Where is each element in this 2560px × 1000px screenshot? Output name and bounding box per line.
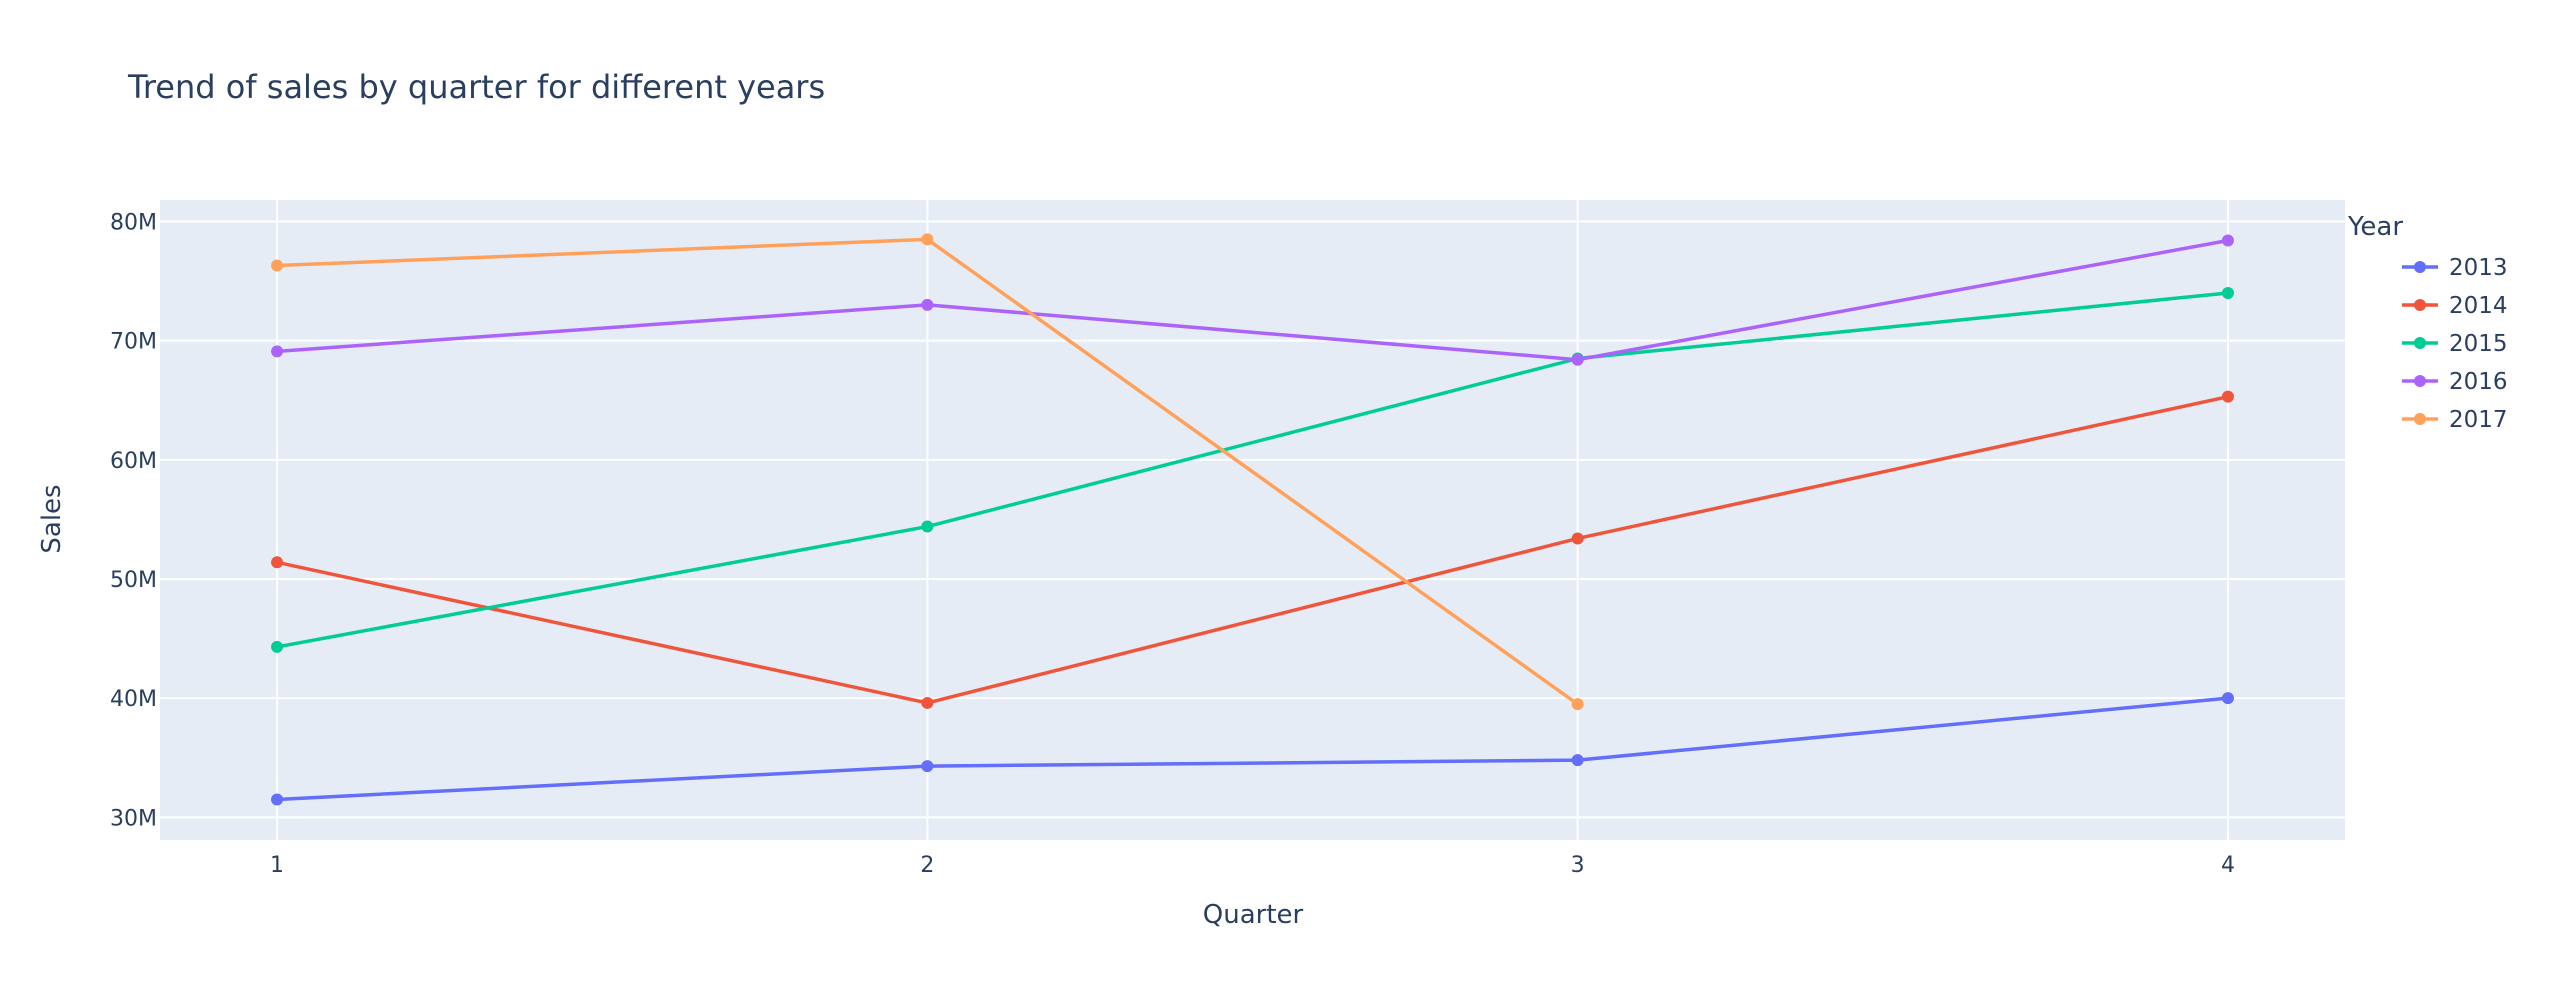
series-layer [271,233,2234,806]
y-tick-label: 70M [110,330,157,355]
data-point-2013 [2221,692,2234,705]
series-2016 [271,234,2234,366]
series-line-2013 [276,696,2229,802]
legend: Year 2013 2014 2015 2016 2017 [2347,212,2508,433]
legend-swatch-marker [2414,413,2426,425]
data-point-2017 [1571,698,1584,711]
data-point-2015 [271,640,284,653]
legend-label: 2017 [2449,407,2508,433]
legend-item-2017[interactable]: 2017 [2402,407,2508,433]
x-tick-label: 1 [270,853,284,878]
y-tick-label: 60M [110,449,157,474]
series-line-2016 [276,238,2229,362]
legend-label: 2015 [2449,331,2508,357]
data-point-2014 [1571,532,1584,545]
data-point-2017 [921,233,934,246]
series-line-2015 [276,291,2229,649]
legend-label: 2016 [2449,369,2508,395]
data-point-2015 [2221,286,2234,299]
x-axis-title: Quarter [1203,900,1304,930]
data-point-2017 [271,259,284,272]
legend-swatch-marker [2414,261,2426,273]
legend-item-2015[interactable]: 2015 [2402,331,2508,357]
legend-label: 2013 [2449,255,2508,281]
data-point-2013 [271,793,284,806]
data-point-2014 [271,556,284,569]
plot-area [160,200,2345,840]
legend-swatch-marker [2414,337,2426,349]
legend-item-2013[interactable]: 2013 [2402,255,2508,281]
y-tick-label: 50M [110,568,157,593]
y-tick-label: 80M [110,210,157,235]
chart-title: Trend of sales by quarter for different … [127,68,825,106]
legend-swatch-marker [2414,375,2426,387]
y-tick-label: 30M [110,806,157,831]
legend-label: 2014 [2449,293,2508,319]
legend-title: Year [2347,212,2403,242]
data-point-2014 [921,696,934,709]
y-tick-label: 40M [110,687,157,712]
y-axis-ticks: 30M 40M 50M 60M 70M 80M [110,210,157,831]
data-point-2016 [921,298,934,311]
x-axis-ticks: 1 2 3 4 [270,853,2235,878]
series-2014 [271,390,2234,709]
series-line-2014 [276,394,2229,705]
data-point-2016 [271,345,284,358]
x-tick-label: 2 [920,853,934,878]
x-tick-label: 3 [1571,853,1585,878]
data-point-2015 [921,520,934,533]
legend-item-2014[interactable]: 2014 [2402,293,2508,319]
y-axis-title: Sales [37,484,67,553]
series-2017 [271,233,1584,711]
legend-item-2016[interactable]: 2016 [2402,369,2508,395]
legend-swatch-marker [2414,299,2426,311]
data-point-2013 [921,760,934,773]
data-point-2013 [1571,754,1584,767]
series-2013 [271,692,2234,806]
data-point-2014 [2221,390,2234,403]
data-point-2016 [2221,234,2234,247]
data-point-2016 [1571,353,1584,366]
x-tick-label: 4 [2221,853,2235,878]
y-gridlines [160,220,2345,819]
